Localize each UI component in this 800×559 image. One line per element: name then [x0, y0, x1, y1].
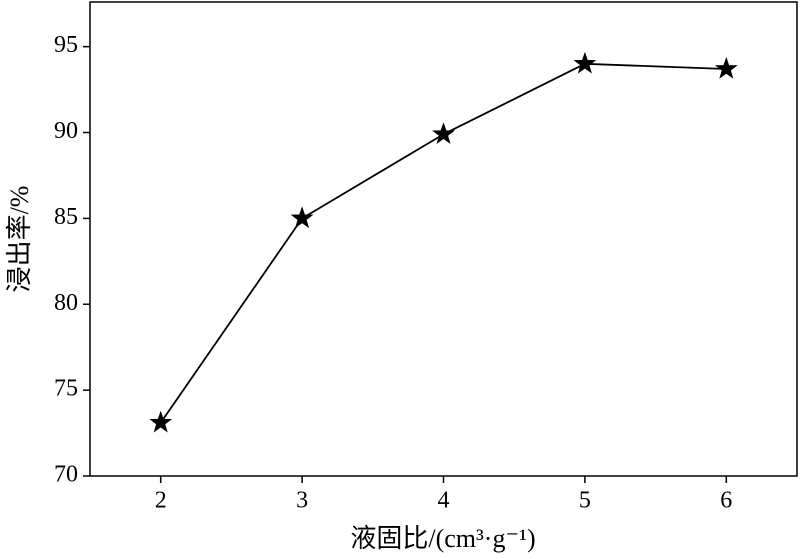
- x-axis-title: 液固比/(cm³·g⁻¹): [350, 524, 535, 553]
- y-axis-title: 浸出率/%: [5, 186, 34, 293]
- x-tick-label: 2: [155, 488, 167, 514]
- y-tick-label: 70: [54, 462, 78, 488]
- plot-frame: [89, 1, 798, 477]
- x-tick-label: 3: [296, 488, 308, 514]
- y-tick-label: 75: [54, 376, 78, 402]
- y-tick-label: 80: [54, 290, 78, 316]
- line: [159, 62, 727, 424]
- y-tick-label: 95: [54, 32, 78, 58]
- star-marker: [432, 122, 455, 144]
- y-tick-label: 90: [54, 118, 78, 144]
- star-marker: [714, 56, 738, 79]
- star-marker: [149, 410, 173, 433]
- star-marker: [290, 206, 314, 229]
- star-marker: [573, 51, 597, 74]
- x-tick-label: 6: [720, 488, 732, 514]
- x-tick-label: 4: [438, 488, 450, 514]
- x-tick-label: 5: [579, 488, 591, 514]
- y-tick-label: 85: [54, 204, 78, 230]
